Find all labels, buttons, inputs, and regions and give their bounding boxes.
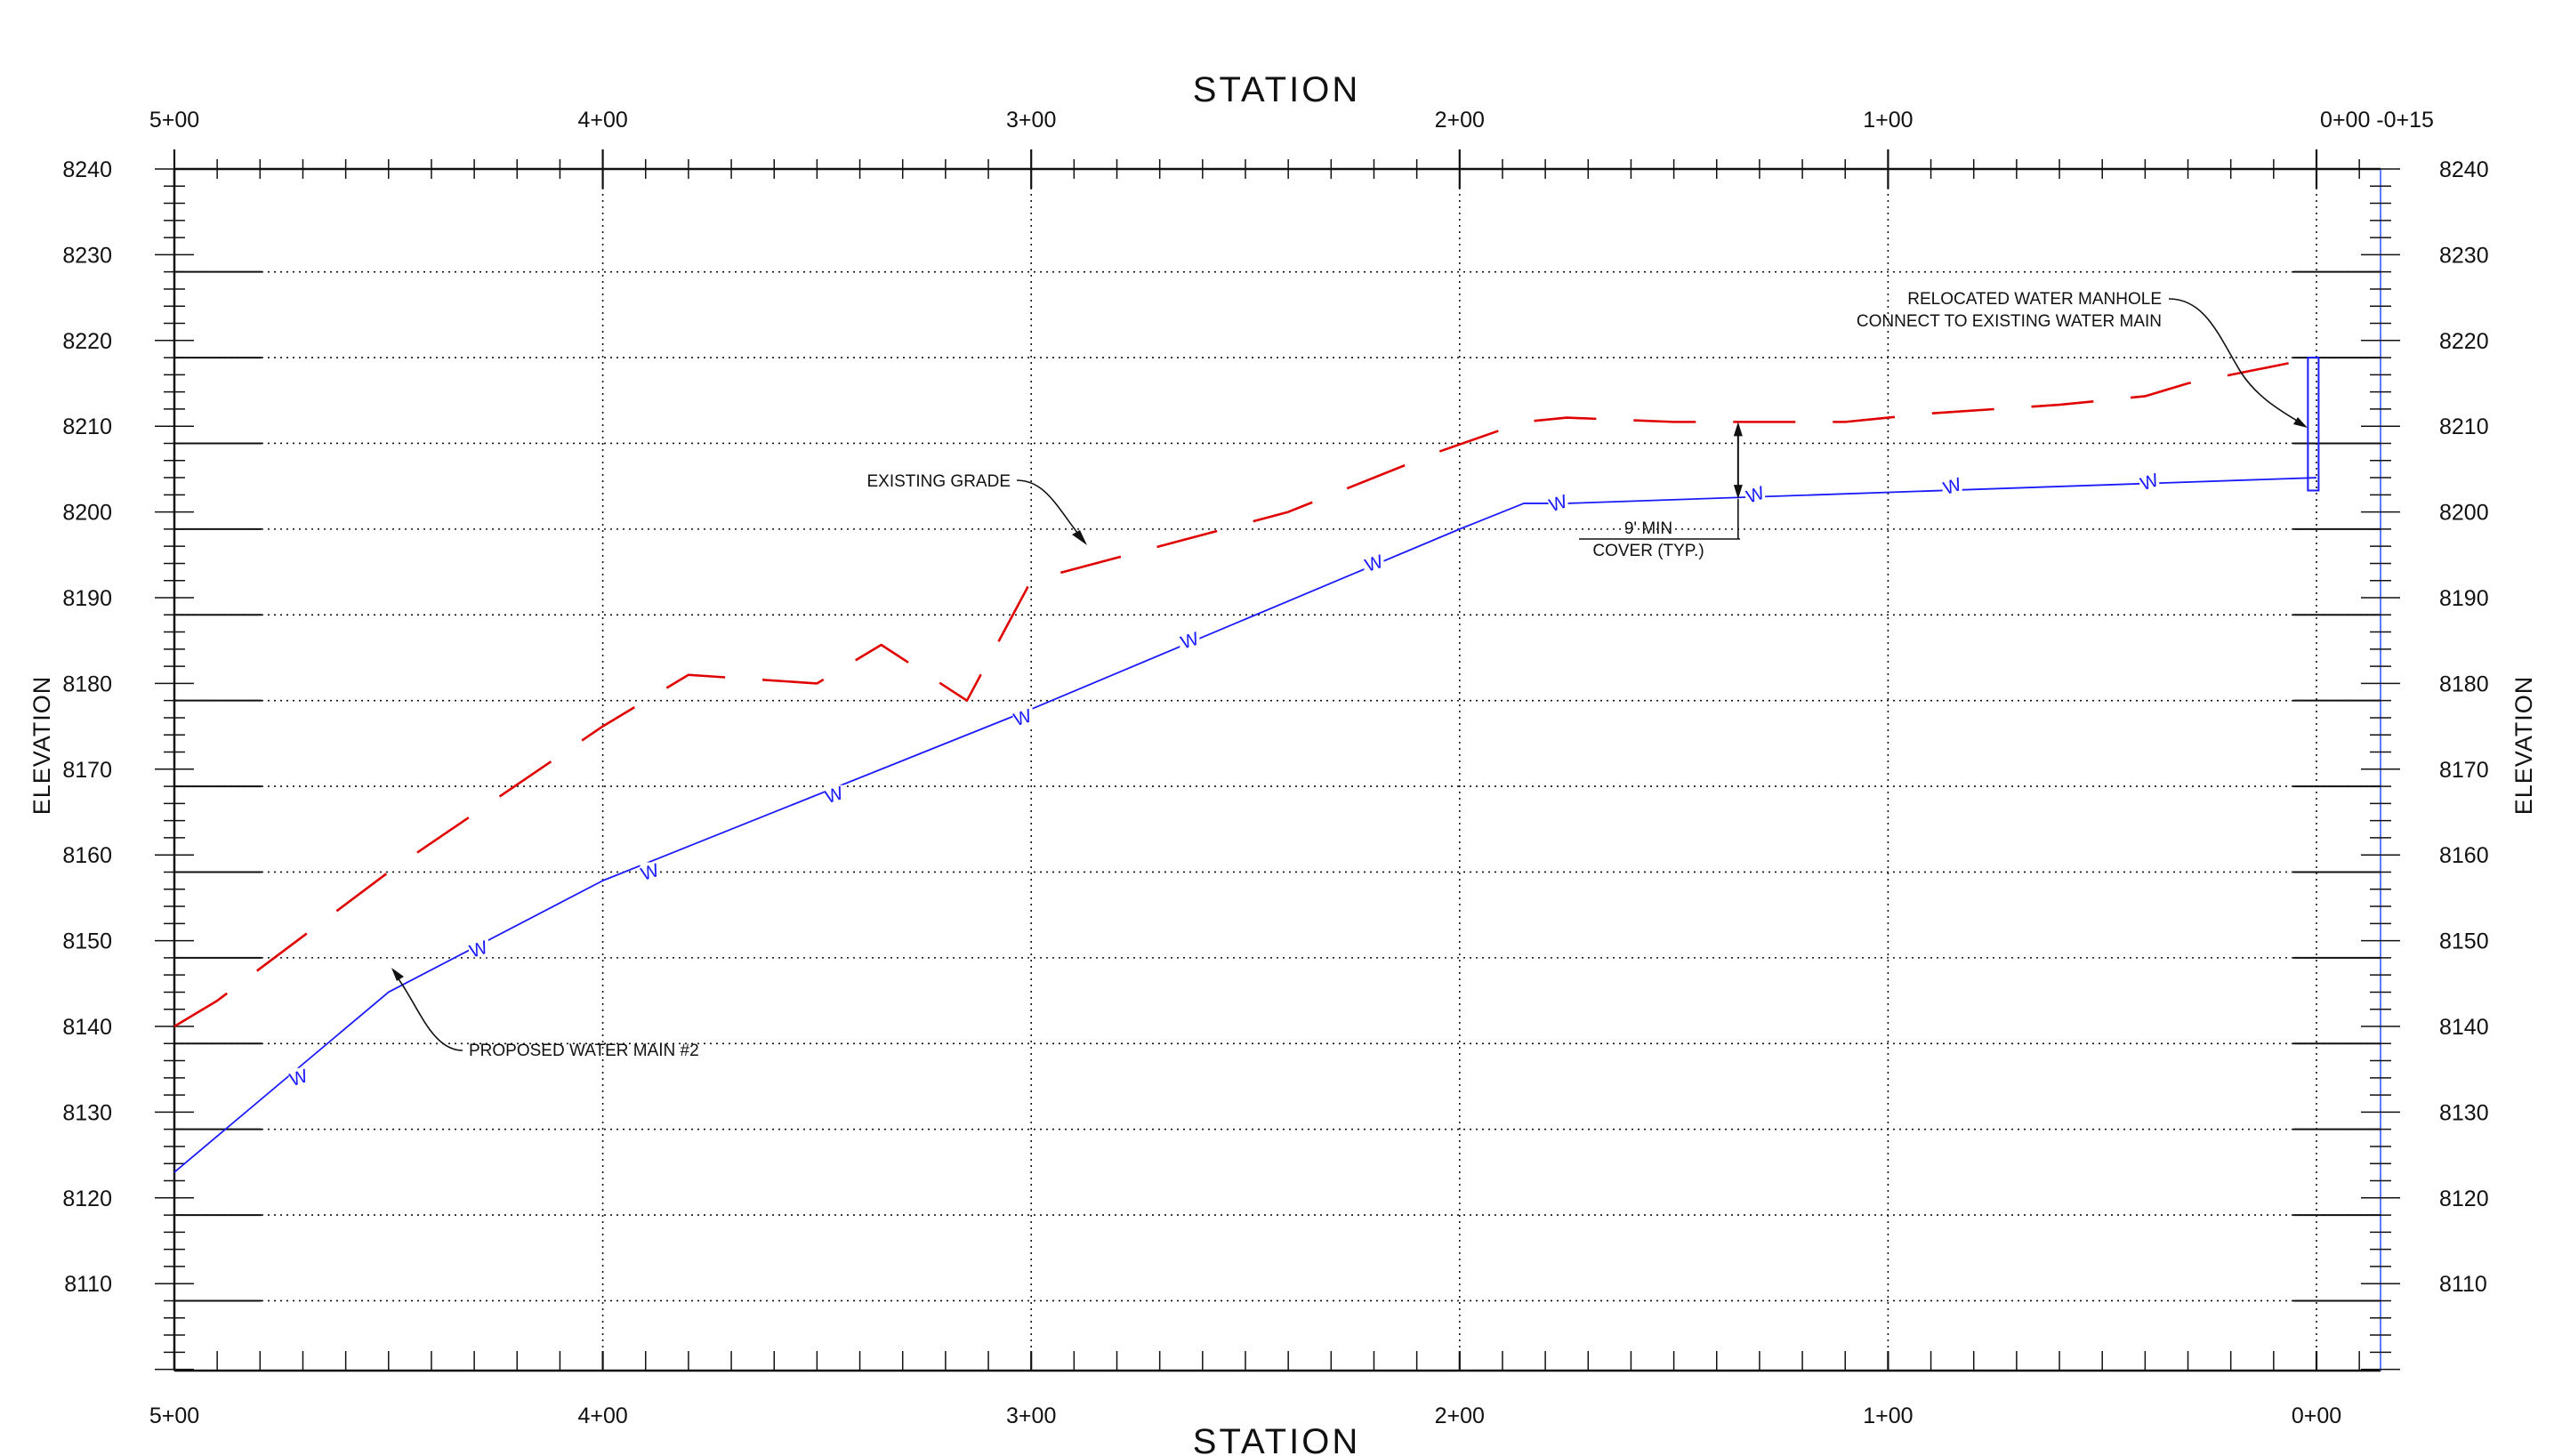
cover-label-line2: COVER (TYP.) xyxy=(1592,542,1704,560)
existing-grade-label: EXISTING GRADE xyxy=(866,472,1011,491)
bottom-station-title: STATION xyxy=(1193,1422,1360,1456)
manhole-outline xyxy=(2307,357,2320,492)
top-station-label: 5+00 xyxy=(149,108,199,133)
w-marker-bg xyxy=(1364,553,1384,572)
left-elevation-label: 8150 xyxy=(62,929,112,954)
w-marker-bg xyxy=(1180,631,1200,649)
right-elevation-label: 8220 xyxy=(2439,329,2489,354)
left-elevation-label: 8180 xyxy=(62,672,112,696)
w-marker-bg xyxy=(468,939,488,958)
left-elevation-label: 8200 xyxy=(62,501,112,526)
bottom-station-label: 0+00 xyxy=(2292,1404,2341,1428)
right-elevation-label: 8140 xyxy=(2439,1015,2489,1040)
left-elevation-label: 8110 xyxy=(64,1272,112,1297)
proposed-main-arrowhead xyxy=(391,968,404,981)
tick-layer xyxy=(155,149,2400,1371)
left-elevation-label: 8170 xyxy=(62,758,112,783)
manhole-leader xyxy=(2168,298,2300,423)
top-station-label: 4+00 xyxy=(577,108,627,133)
existing-grade-line xyxy=(173,356,2317,1028)
right-elevation-label: 8110 xyxy=(2439,1272,2487,1297)
bottom-station-label: 2+00 xyxy=(1435,1404,1485,1428)
right-elevation-label: 8170 xyxy=(2439,758,2489,783)
right-elevation-label: 8240 xyxy=(2439,157,2489,182)
bottom-station-label: 5+00 xyxy=(149,1404,199,1428)
left-elevation-label: 8160 xyxy=(62,843,112,868)
proposed-main-leader xyxy=(396,976,463,1051)
bottom-station-label: 3+00 xyxy=(1006,1404,1056,1428)
left-elevation-label: 8210 xyxy=(62,414,112,439)
right-elevation-label: 8210 xyxy=(2439,414,2489,439)
left-elevation-label: 8220 xyxy=(62,329,112,354)
w-marker-bg xyxy=(1745,485,1766,503)
right-elevation-label: 8180 xyxy=(2439,672,2489,696)
w-marker-bg xyxy=(640,862,660,881)
left-elevation-label: 8240 xyxy=(62,157,112,182)
manhole-label-line2: CONNECT TO EXISTING WATER MAIN xyxy=(1857,312,2162,331)
left-elevation-label: 8120 xyxy=(62,1187,112,1211)
right-elevation-label: 8130 xyxy=(2439,1100,2489,1125)
w-marker-bg xyxy=(824,784,844,803)
right-elevation-label: 8230 xyxy=(2439,243,2489,268)
left-elevation-label: 8130 xyxy=(62,1100,112,1125)
w-marker-bg xyxy=(288,1067,309,1086)
left-elevation-title: ELEVATION xyxy=(28,676,55,816)
proposed-water-main-line xyxy=(173,477,2317,1173)
right-elevation-title: ELEVATION xyxy=(2510,676,2537,816)
right-elevation-label: 8160 xyxy=(2439,843,2489,868)
manhole-label-line1: RELOCATED WATER MANHOLE xyxy=(1907,290,2162,309)
existing-grade-leader xyxy=(1016,479,1082,538)
top-station-label: 2+00 xyxy=(1435,108,1485,133)
bottom-station-label: 1+00 xyxy=(1863,1404,1913,1428)
cover-arrow-top xyxy=(1733,422,1743,437)
right-elevation-label: 8190 xyxy=(2439,586,2489,611)
w-marker-bg xyxy=(1012,707,1033,726)
manhole-arrowhead xyxy=(2293,417,2308,428)
label-layer: 5+00 4+00 3+00 2+00 1+00 0+00 -0+15 5+00 4+00 3+… xyxy=(62,108,2488,1428)
left-elevation-label: 8230 xyxy=(62,243,112,268)
left-elevation-label: 8140 xyxy=(62,1015,112,1040)
frame-layer xyxy=(173,167,2381,1372)
cover-arrow-bottom xyxy=(1733,485,1743,500)
top-station-title: STATION xyxy=(1193,70,1360,109)
left-elevation-label: 8190 xyxy=(62,586,112,611)
existing-grade-arrowhead xyxy=(1072,530,1087,545)
right-elevation-label: 8200 xyxy=(2439,501,2489,526)
w-marker-bg xyxy=(1548,493,1568,511)
cover-label-line1: 9' MIN xyxy=(1624,519,1672,538)
right-elevation-label: 8120 xyxy=(2439,1187,2489,1211)
proposed-main-label: PROPOSED WATER MAIN #2 xyxy=(469,1042,699,1060)
grid-layer xyxy=(174,169,2381,1371)
w-marker-bg xyxy=(2139,471,2160,490)
top-station-label: 1+00 xyxy=(1863,108,1913,133)
w-marker-bg xyxy=(1942,476,1962,495)
top-station-label: 3+00 xyxy=(1006,108,1056,133)
right-elevation-label: 8150 xyxy=(2439,929,2489,954)
bottom-station-label: 4+00 xyxy=(577,1404,627,1428)
top-station-label: 0+00 -0+15 xyxy=(2320,108,2434,133)
annotation-layer: EXISTING GRADE PROPOSED WATER MAIN #2 RE… xyxy=(391,290,2308,1060)
